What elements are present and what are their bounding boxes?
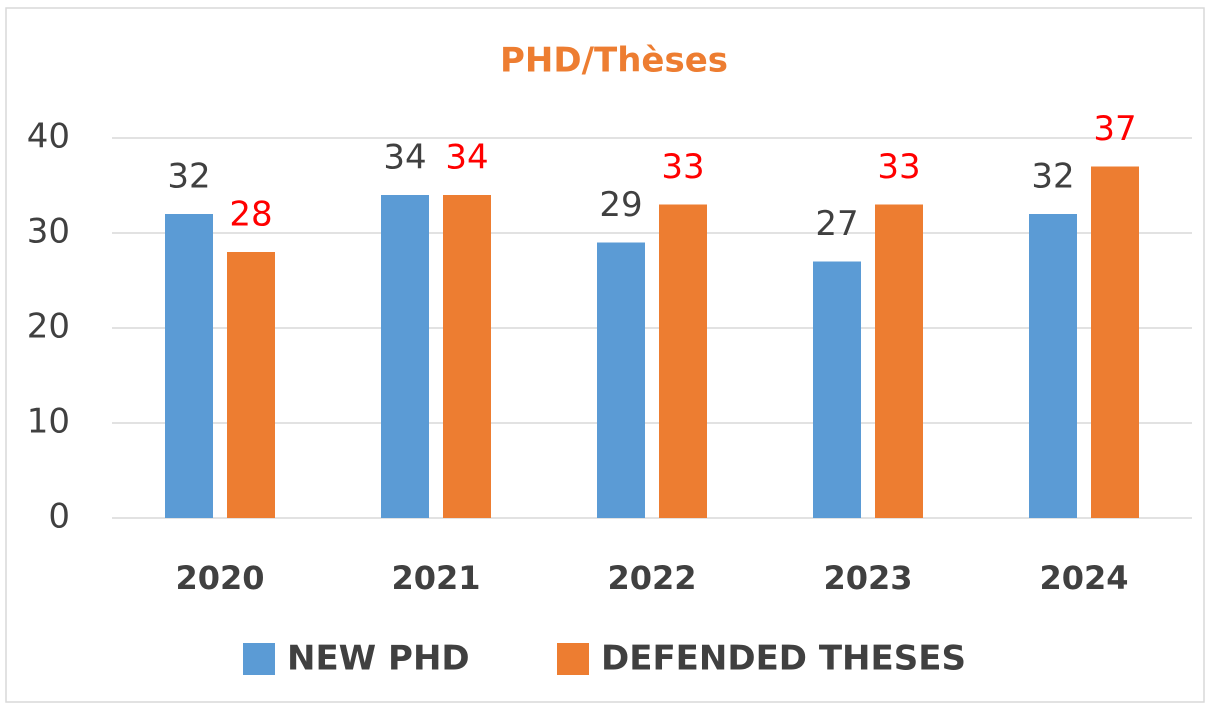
x-tick-label: 2024 [1039,559,1128,597]
y-tick-label: 20 [27,307,70,347]
bar [165,214,213,518]
bar [1029,214,1077,518]
data-label: 37 [1093,109,1136,149]
bar [659,204,707,518]
data-label: 27 [815,204,858,244]
bar [875,204,923,518]
bar [597,242,645,518]
x-tick-label: 2022 [607,559,696,597]
legend-swatch [243,643,275,675]
bar [227,252,275,518]
legend-label: NEW PHD [287,639,470,679]
y-tick-label: 0 [48,497,70,537]
x-tick-label: 2020 [175,559,264,597]
y-tick-label: 30 [27,212,70,252]
chart-title: PHD/Thèses [500,41,728,81]
bar [381,195,429,518]
data-label: 29 [599,185,642,225]
legend-swatch [557,643,589,675]
x-tick-label: 2023 [823,559,912,597]
data-label: 28 [229,195,272,235]
data-label: 33 [661,147,704,187]
data-label: 34 [445,138,488,178]
data-label: 33 [877,147,920,187]
data-label: 34 [383,138,426,178]
y-tick-label: 40 [27,117,70,157]
legend-label: DEFENDED THESES [601,639,966,679]
data-label: 32 [167,157,210,197]
data-label: 32 [1031,157,1074,197]
bar [1091,166,1139,518]
bar [813,261,861,518]
y-tick-label: 10 [27,402,70,442]
bar [443,195,491,518]
x-tick-label: 2021 [391,559,480,597]
